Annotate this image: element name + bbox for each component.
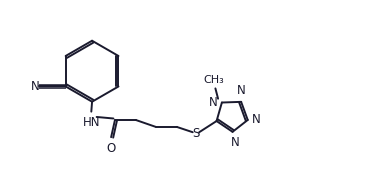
- Text: N: N: [252, 113, 261, 126]
- Text: N: N: [231, 136, 240, 149]
- Text: HN: HN: [83, 116, 100, 129]
- Text: N: N: [237, 84, 246, 97]
- Text: O: O: [106, 142, 116, 155]
- Text: N: N: [31, 80, 39, 93]
- Text: S: S: [192, 127, 199, 140]
- Text: CH₃: CH₃: [203, 75, 224, 85]
- Text: N: N: [209, 96, 218, 109]
